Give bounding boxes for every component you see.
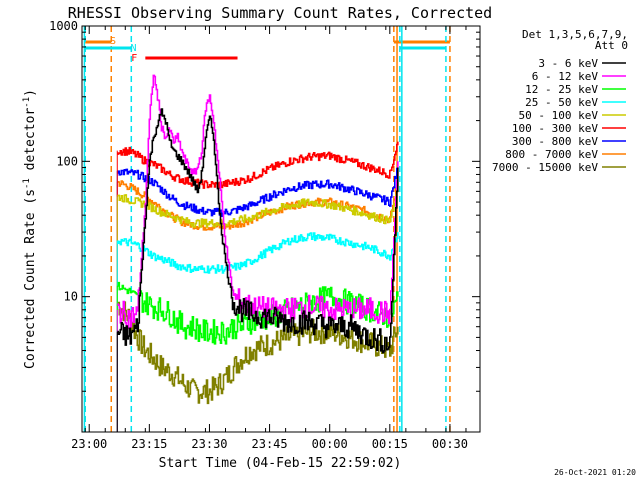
legend-label: 25 - 50 keV (525, 96, 598, 109)
flag-letter-s: S (110, 36, 116, 47)
x-tick-label: 23:00 (71, 437, 107, 451)
x-tick-label: 00:00 (312, 437, 348, 451)
series-line-25-50-kev (117, 232, 399, 274)
x-tick-label: 00:15 (372, 437, 408, 451)
x-tick-label: 23:15 (131, 437, 167, 451)
series-line-50-100-kev (117, 190, 399, 228)
y-tick-label: 10 (64, 290, 78, 304)
legend-label: 300 - 800 keV (512, 135, 598, 148)
legend-header: Att 0 (595, 39, 628, 52)
legend-label: 100 - 300 keV (512, 122, 598, 135)
legend-label: 12 - 25 keV (525, 83, 598, 96)
y-axis-label: Corrected Count Rate (s-1 detector-1) (22, 89, 38, 369)
flag-letter-f: F (131, 53, 137, 64)
chart-title: RHESSI Observing Summary Count Rates, Co… (68, 4, 492, 22)
y-tick-label: 1000 (49, 19, 78, 33)
x-tick-label: 00:30 (432, 437, 468, 451)
legend-label: 50 - 100 keV (519, 109, 599, 122)
legend-header: Det 1,3,5,6,7,9, (522, 28, 628, 41)
x-tick-label: 23:45 (252, 437, 288, 451)
series-line-800-7000-kev (117, 180, 399, 231)
plot-frame (81, 25, 481, 433)
y-tick-label: 100 (56, 154, 78, 168)
legend-label: 7000 - 15000 keV (492, 161, 598, 174)
series-line-100-300-kev (117, 141, 399, 189)
series-line-300-800-kev (117, 167, 399, 217)
generated-timestamp: 26-Oct-2021 01:20 (554, 468, 636, 477)
x-axis-label: Start Time (04-Feb-15 22:59:02) (159, 456, 402, 471)
series-line-7000-15000-kev (117, 301, 399, 405)
x-tick-label: 23:30 (191, 437, 227, 451)
series-line-3-6-kev (117, 108, 399, 354)
legend-label: 3 - 6 keV (538, 57, 598, 70)
legend-label: 800 - 7000 keV (505, 148, 598, 161)
legend-label: 6 - 12 keV (532, 70, 599, 83)
flag-letter-n: N (130, 43, 136, 54)
